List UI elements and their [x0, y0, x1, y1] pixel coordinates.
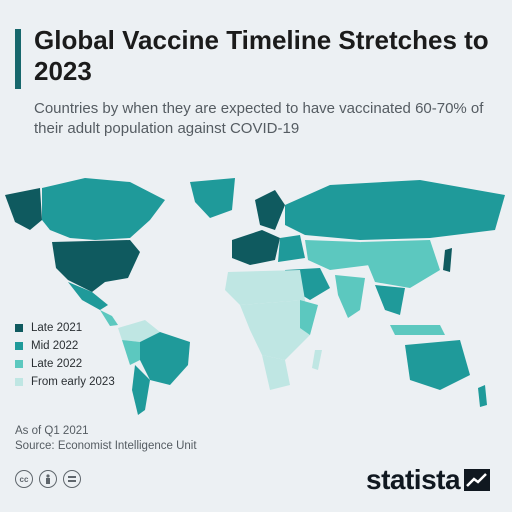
world-map	[5, 178, 505, 415]
region-brazil	[140, 332, 190, 385]
region-east-africa	[300, 300, 318, 335]
region-peru-bolivia	[122, 340, 140, 365]
region-central-africa	[240, 300, 310, 360]
attribution-icon[interactable]	[39, 470, 57, 488]
region-greenland	[190, 178, 235, 218]
region-indonesia	[390, 325, 445, 335]
as-of-note: As of Q1 2021	[15, 425, 89, 437]
region-australia	[405, 340, 470, 390]
region-central-asia	[305, 240, 370, 270]
region-mexico	[68, 282, 108, 310]
region-usa	[52, 240, 140, 292]
legend-label: Late 2022	[31, 358, 83, 370]
legend-label: Late 2021	[31, 322, 83, 334]
legend-swatch	[15, 342, 23, 350]
legend-swatch	[15, 378, 23, 386]
region-north-africa	[225, 270, 305, 305]
legend-label: Mid 2022	[31, 340, 79, 352]
statista-logo[interactable]: statista	[366, 464, 491, 496]
legend-swatch	[15, 360, 23, 368]
legend-item: From early 2023	[15, 374, 115, 390]
title-accent-bar	[15, 29, 21, 89]
region-canada	[42, 178, 165, 240]
region-india	[335, 275, 365, 318]
region-alaska	[5, 188, 42, 230]
legend-label: From early 2023	[31, 376, 115, 388]
legend-item: Late 2022	[15, 356, 115, 372]
region-western-europe	[232, 230, 280, 265]
license-icons: cc	[15, 470, 81, 488]
legend-item: Mid 2022	[15, 338, 115, 354]
region-madagascar	[312, 350, 322, 370]
region-colombia-venezuela	[118, 320, 160, 342]
region-southeast-asia	[375, 285, 405, 315]
region-central-america	[100, 310, 118, 326]
region-argentina-chile	[132, 365, 150, 415]
page-title: Global Vaccine Timeline Stretches to 202…	[34, 25, 489, 86]
person-glyph	[46, 474, 50, 484]
page-subtitle: Countries by when they are expected to h…	[34, 100, 484, 137]
legend-item: Late 2021	[15, 320, 115, 336]
region-russia	[285, 180, 505, 240]
region-japan	[443, 248, 452, 272]
region-scandinavia	[255, 190, 285, 230]
region-new-zealand	[478, 385, 487, 407]
region-china	[360, 240, 440, 288]
region-south-africa	[262, 355, 290, 390]
legend-swatch	[15, 324, 23, 332]
region-eastern-europe	[278, 235, 305, 262]
brand-name: statista	[366, 464, 461, 495]
creative-commons-icon[interactable]: cc	[15, 470, 33, 488]
equals-glyph	[68, 476, 76, 482]
source-note: Source: Economist Intelligence Unit	[15, 440, 197, 452]
statista-mark-icon	[464, 469, 491, 491]
legend: Late 2021 Mid 2022 Late 2022 From early …	[15, 320, 115, 392]
no-derivatives-icon[interactable]	[63, 470, 81, 488]
